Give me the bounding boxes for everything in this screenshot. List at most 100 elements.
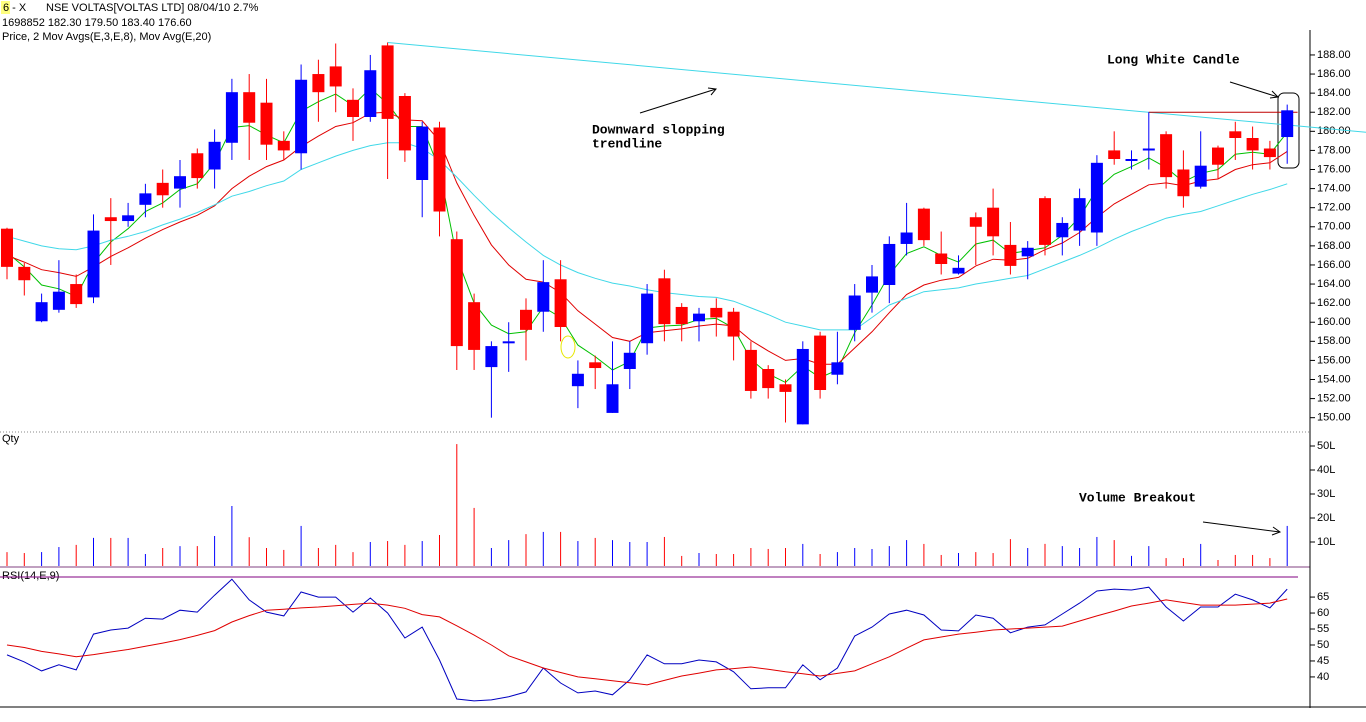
candle-body xyxy=(295,79,308,154)
candle-body xyxy=(641,293,654,344)
y-tick-label: 164.00 xyxy=(1317,278,1351,290)
candle-body xyxy=(1177,169,1190,197)
y-tick-label: 50L xyxy=(1317,440,1335,452)
candle-body xyxy=(1073,198,1086,231)
candle-body xyxy=(381,45,394,119)
candle-body xyxy=(727,311,740,337)
candle-body xyxy=(1004,244,1017,266)
y-tick-label: 20L xyxy=(1317,512,1335,524)
candle-body xyxy=(762,369,775,389)
annotation: Volume Breakout xyxy=(1079,490,1196,505)
candle-body xyxy=(1229,131,1242,138)
candle-body xyxy=(416,126,429,180)
y-tick-label: 178.00 xyxy=(1317,144,1351,156)
candle-body xyxy=(1142,148,1155,151)
candle-body xyxy=(537,282,550,312)
candle-body xyxy=(347,99,359,117)
candle-body xyxy=(866,276,878,293)
y-tick-label: 156.00 xyxy=(1317,354,1351,366)
candle-body xyxy=(1246,138,1259,151)
candle-body xyxy=(1212,147,1224,165)
y-tick-label: 10L xyxy=(1317,536,1335,548)
candle-body xyxy=(935,253,948,264)
candle-body xyxy=(156,182,169,196)
candle-body xyxy=(952,267,965,274)
y-tick-label: 180.00 xyxy=(1317,125,1351,137)
candle-body xyxy=(675,306,688,325)
candle-body xyxy=(883,243,896,285)
y-tick-label: 172.00 xyxy=(1317,202,1351,214)
annotation: Long White Candle xyxy=(1107,52,1240,67)
rsi-panel-title: RSI(14,E,9) xyxy=(2,570,59,582)
y-tick-label: 60 xyxy=(1317,607,1329,619)
candle-body xyxy=(52,291,65,310)
y-tick-label: 154.00 xyxy=(1317,373,1351,385)
candle-body xyxy=(693,313,705,322)
rsi-line xyxy=(6,578,1288,702)
price-panel-title: Price, 2 Mov Avgs(E,3,E,8), Mov Avg(E,20… xyxy=(2,31,211,43)
y-tick-label: 40L xyxy=(1317,464,1335,476)
candle-body xyxy=(831,362,844,375)
candle-body xyxy=(35,302,48,322)
y-tick-label: 174.00 xyxy=(1317,182,1351,194)
candle-body xyxy=(710,307,723,318)
candle-body xyxy=(1039,198,1051,245)
candle-body xyxy=(571,373,584,387)
candle-body xyxy=(191,153,204,179)
candle-body xyxy=(1056,222,1069,238)
volume-panel-title: Qty xyxy=(2,433,20,445)
candle-body xyxy=(589,362,602,369)
symbol: NSE VOLTAS[VOLTAS LTD] 08/04/10 2.7% xyxy=(46,2,259,14)
candle-body xyxy=(1090,162,1103,233)
y-tick-label: 176.00 xyxy=(1317,163,1351,175)
candle-body xyxy=(174,176,186,189)
y-tick-label: 188.00 xyxy=(1317,49,1351,61)
candle-body xyxy=(450,239,463,347)
candle-body xyxy=(398,96,411,151)
y-tick-label: 150.00 xyxy=(1317,412,1351,424)
highlight-ellipse xyxy=(560,335,576,359)
candle-body xyxy=(122,215,135,222)
candle-body xyxy=(139,193,152,205)
arrows xyxy=(639,81,1282,536)
candle-body xyxy=(987,207,1000,237)
candle-body xyxy=(1263,148,1276,158)
y-tick-label: 162.00 xyxy=(1317,297,1351,309)
candle-body xyxy=(796,348,809,425)
candle-body xyxy=(364,70,377,117)
rsi-line xyxy=(6,598,1288,686)
y-tick-label: 45 xyxy=(1317,655,1329,667)
candle-body xyxy=(848,295,861,330)
candle-body xyxy=(554,279,567,327)
candle-body xyxy=(900,232,913,244)
annotation: Downward slopping xyxy=(592,122,725,137)
candle-body xyxy=(312,74,325,93)
candle-body xyxy=(87,230,100,298)
candle-body xyxy=(1194,165,1207,187)
window-id: 6 - X xyxy=(3,2,27,14)
candle-body xyxy=(779,384,792,392)
candle-body xyxy=(744,349,757,391)
candle-body xyxy=(329,66,342,87)
candle-body xyxy=(520,309,532,330)
candle-body xyxy=(208,141,221,170)
candle-body xyxy=(969,217,982,227)
candle-body xyxy=(1021,247,1034,257)
y-tick-label: 182.00 xyxy=(1317,106,1351,118)
trendline xyxy=(387,42,1366,133)
y-tick-label: 30L xyxy=(1317,488,1335,500)
candle-body xyxy=(18,266,31,281)
candle-body xyxy=(1108,150,1121,159)
candle-body xyxy=(814,335,827,390)
y-tick-label: 168.00 xyxy=(1317,240,1351,252)
y-tick-label: 50 xyxy=(1317,639,1329,651)
candle-body xyxy=(277,140,290,151)
candle-body xyxy=(502,341,515,344)
candle-body xyxy=(225,92,238,143)
candle-body xyxy=(658,278,671,325)
candle-body xyxy=(606,384,619,413)
y-tick-label: 55 xyxy=(1317,623,1329,635)
